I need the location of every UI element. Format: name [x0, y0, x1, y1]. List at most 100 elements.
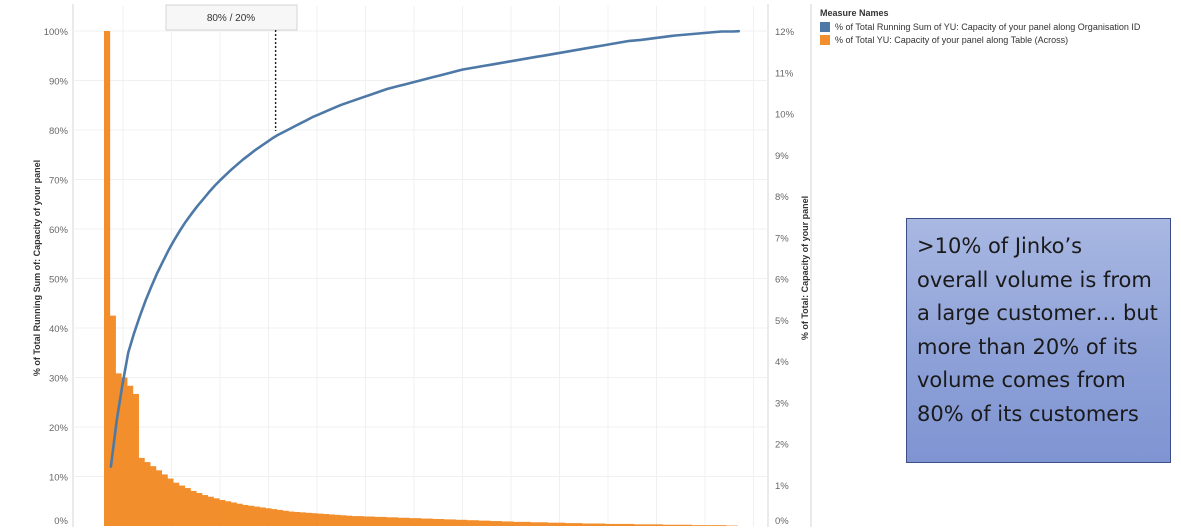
bar — [553, 522, 560, 526]
bar — [564, 523, 571, 526]
bar — [524, 521, 531, 526]
bar — [294, 511, 301, 526]
annotation-box — [165, 4, 298, 31]
right-axis-tick-label: 3% — [775, 398, 789, 409]
bar — [639, 524, 646, 526]
left-axis-ticks: 0% 10% 20% 30% 40% 50% 60% 70% 80% 90% 100% — [44, 27, 69, 527]
right-axis-tick-label: 11% — [775, 68, 794, 79]
bar — [495, 521, 502, 526]
bar — [167, 478, 174, 526]
callout-text: >10% of Jinko’s overall volume is from a… — [917, 234, 1158, 426]
bar — [714, 525, 721, 526]
bar — [478, 520, 485, 526]
annotation-label: 80% / 20% — [207, 13, 255, 24]
bar — [357, 516, 364, 526]
plot-background — [73, 6, 768, 526]
left-axis-tick-label: 60% — [49, 225, 69, 236]
bar — [461, 519, 468, 526]
left-axis-tick-label: 100% — [44, 27, 69, 38]
bar — [213, 498, 220, 526]
left-axis-tick-label: 80% — [49, 126, 69, 137]
bar — [253, 506, 260, 526]
running-sum-line — [109, 29, 741, 468]
bar — [392, 517, 399, 526]
bar — [616, 523, 623, 526]
bar — [622, 523, 629, 526]
right-axis-tick-label: 0% — [775, 516, 789, 527]
bar — [668, 524, 675, 526]
bar — [633, 524, 641, 526]
bar — [311, 513, 318, 526]
bar — [265, 508, 272, 526]
bar — [610, 523, 618, 526]
right-axis-tick-label: 12% — [775, 27, 795, 38]
bar — [403, 517, 410, 526]
right-axis-ticks: 0% 1% 2% 3% 4% 5% 6% 7% 8% 9% 10% 11% 12% — [775, 27, 795, 527]
bar — [178, 485, 186, 526]
right-axis-tick-label: 10% — [775, 110, 795, 121]
bar — [144, 462, 151, 526]
legend-swatch-running-sum — [820, 21, 830, 32]
left-axis-title: % of Total Running Sum of: Capacity of y… — [32, 160, 42, 376]
bar — [374, 516, 381, 526]
bar — [685, 524, 692, 526]
bar — [645, 524, 652, 526]
bar — [570, 523, 577, 526]
bar — [651, 524, 658, 526]
insight-callout: >10% of Jinko’s overall volume is from a… — [906, 218, 1171, 463]
bar — [420, 518, 427, 526]
bar — [242, 504, 249, 526]
bar — [703, 525, 710, 526]
bar — [161, 474, 168, 526]
bar — [489, 521, 497, 526]
right-axis-tick-label: 9% — [775, 151, 789, 162]
bar — [340, 515, 347, 526]
bar — [380, 516, 387, 526]
bar — [104, 31, 111, 526]
bar — [150, 466, 157, 526]
bar — [582, 523, 589, 526]
bar — [449, 519, 456, 526]
bar — [368, 516, 376, 526]
right-axis-tick-label: 1% — [775, 481, 789, 492]
bar — [599, 523, 606, 526]
bar — [109, 315, 116, 526]
bar — [334, 514, 341, 526]
bar — [697, 525, 704, 526]
bar — [576, 523, 583, 526]
bar — [536, 522, 543, 526]
legend-title: Measure Names — [820, 8, 889, 18]
bar — [466, 520, 474, 526]
bar — [299, 512, 306, 526]
right-axis-tick-label: 7% — [775, 233, 789, 244]
bar — [386, 517, 393, 526]
bar — [196, 493, 203, 526]
bar — [507, 521, 514, 526]
legend: Measure Names % of Total Running Sum of … — [820, 8, 1180, 46]
legend-label-running-sum: % of Total Running Sum of YU: Capacity o… — [835, 21, 1141, 32]
bar — [530, 522, 537, 526]
bar — [662, 524, 669, 526]
bar — [472, 520, 479, 526]
bar — [259, 507, 266, 526]
left-axis-tick-label: 10% — [49, 473, 69, 484]
bar — [547, 522, 554, 526]
bar — [219, 500, 226, 526]
legend-swatch-percent-total — [820, 34, 830, 45]
left-axis-tick-label: 90% — [49, 77, 69, 88]
bar — [115, 373, 122, 526]
left-axis-tick-label: 20% — [49, 423, 69, 434]
bar — [132, 394, 139, 526]
legend-item-running-sum: % of Total Running Sum of YU: Capacity o… — [820, 20, 1180, 33]
bar — [426, 518, 433, 526]
bar — [501, 521, 508, 526]
right-axis-tick-label: 2% — [775, 440, 789, 451]
bar — [593, 523, 600, 526]
annotation-80-20: 80% / 20% — [165, 4, 298, 131]
left-axis-tick-label: 30% — [49, 374, 69, 385]
bar — [328, 514, 335, 526]
bar — [628, 523, 635, 526]
bar — [190, 490, 197, 526]
bar — [720, 525, 727, 526]
bar — [201, 495, 209, 526]
